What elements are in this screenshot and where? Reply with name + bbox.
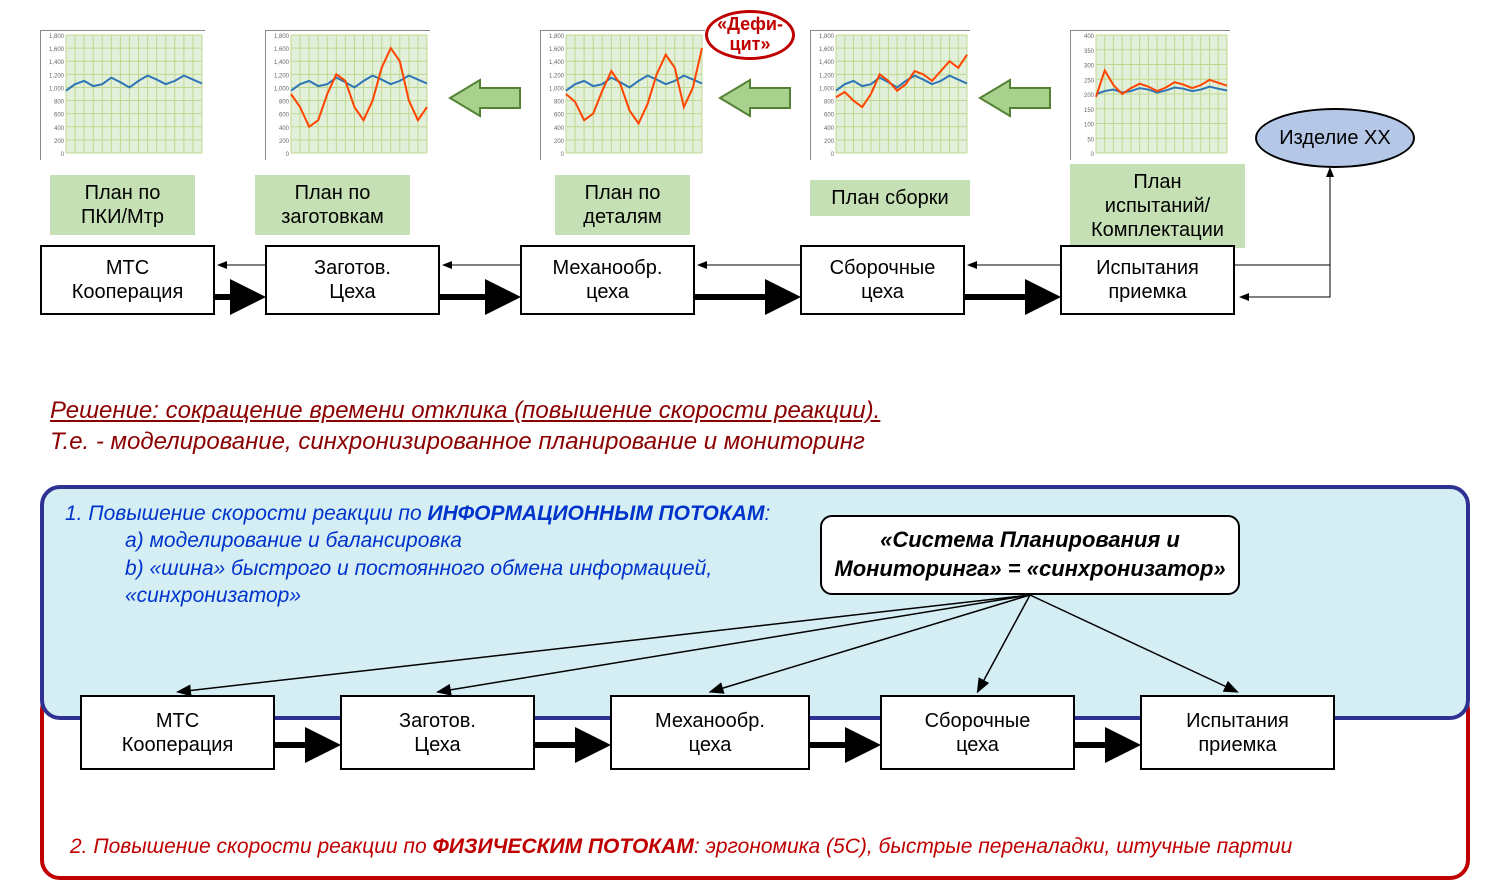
svg-text:400: 400 [554, 126, 565, 132]
svg-text:1,200: 1,200 [274, 73, 290, 79]
red-line-prefix: 2. Повышение скорости реакции по [70, 835, 432, 858]
svg-text:1,600: 1,600 [274, 47, 290, 53]
svg-text:800: 800 [554, 100, 565, 106]
svg-text:400: 400 [824, 126, 835, 132]
blue-title: 1. Повышение скорости реакции по ИНФОРМА… [65, 500, 785, 527]
blue-list: 1. Повышение скорости реакции по ИНФОРМА… [65, 500, 785, 609]
bottom-flow-box-1: Заготов.Цеха [340, 695, 535, 770]
chart-label-0: План поПКИ/Мтр [50, 175, 195, 235]
svg-text:1,800: 1,800 [274, 34, 290, 40]
svg-text:1,600: 1,600 [819, 47, 835, 53]
solution-text: Решение: сокращение времени отклика (пов… [50, 395, 1050, 457]
svg-text:250: 250 [1084, 78, 1095, 84]
solution-line1: Решение: сокращение времени отклика (пов… [50, 397, 880, 424]
svg-text:1,800: 1,800 [49, 34, 65, 40]
top-flow-box-0: МТСКооперация [40, 245, 215, 315]
svg-text:1,000: 1,000 [274, 86, 290, 92]
svg-text:1,000: 1,000 [819, 86, 835, 92]
svg-text:400: 400 [54, 126, 65, 132]
blue-item-0: a) моделирование и балансировка [125, 527, 785, 554]
top-flow-box-4: Испытанияприемка [1060, 245, 1235, 315]
svg-text:1,400: 1,400 [549, 60, 565, 66]
bottom-flow-box-4: Испытанияприемка [1140, 695, 1335, 770]
sync-box: «Система Планирования иМониторинга» = «с… [820, 515, 1240, 595]
svg-text:50: 50 [1087, 137, 1094, 143]
svg-text:150: 150 [1084, 108, 1095, 114]
bottom-flow-box-3: Сборочныецеха [880, 695, 1075, 770]
red-line: 2. Повышение скорости реакции по ФИЗИЧЕС… [70, 835, 1470, 859]
svg-text:1,600: 1,600 [49, 47, 65, 53]
svg-text:200: 200 [1084, 93, 1095, 99]
svg-text:800: 800 [279, 100, 290, 106]
svg-text:200: 200 [54, 139, 65, 145]
svg-text:400: 400 [1084, 34, 1095, 40]
svg-text:300: 300 [1084, 64, 1095, 70]
deficit-badge: «Дефи-цит» [705, 10, 795, 60]
svg-text:600: 600 [279, 113, 290, 119]
top-flow-box-2: Механообр.цеха [520, 245, 695, 315]
red-line-suffix: : эргономика (5С), быстрые переналадки, … [694, 835, 1293, 858]
izdelie-ellipse: Изделие XX [1255, 108, 1415, 168]
svg-text:1,000: 1,000 [549, 86, 565, 92]
svg-text:400: 400 [279, 126, 290, 132]
svg-text:1,200: 1,200 [49, 73, 65, 79]
chart-label-4: Планиспытаний/Комплектации [1070, 164, 1245, 248]
chart-label-1: План позаготовкам [255, 175, 410, 235]
chart-2: 02004006008001,0001,2001,4001,6001,800 [540, 30, 705, 160]
top-flow-box-1: Заготов.Цеха [265, 245, 440, 315]
svg-text:100: 100 [1084, 123, 1095, 129]
svg-text:600: 600 [554, 113, 565, 119]
svg-text:1,800: 1,800 [549, 34, 565, 40]
chart-1: 02004006008001,0001,2001,4001,6001,800 [265, 30, 430, 160]
bottom-flow-box-2: Механообр.цеха [610, 695, 810, 770]
top-flow-box-3: Сборочныецеха [800, 245, 965, 315]
svg-text:600: 600 [54, 113, 65, 119]
svg-text:1,400: 1,400 [49, 60, 65, 66]
chart-label-3: План сборки [810, 180, 970, 216]
svg-text:1,400: 1,400 [819, 60, 835, 66]
solution-line2: Т.е. - моделирование, синхронизированное… [50, 428, 865, 455]
svg-text:1,000: 1,000 [49, 86, 65, 92]
svg-text:200: 200 [824, 139, 835, 145]
chart-3: 02004006008001,0001,2001,4001,6001,800 [810, 30, 970, 160]
chart-4: 050100150200250300350400 [1070, 30, 1230, 160]
blue-item-1: b) «шина» быстрого и постоянного обмена … [125, 555, 785, 610]
svg-text:350: 350 [1084, 49, 1095, 55]
svg-text:200: 200 [554, 139, 565, 145]
bottom-flow-box-0: МТСКооперация [80, 695, 275, 770]
chart-0: 02004006008001,0001,2001,4001,6001,800 [40, 30, 205, 160]
svg-text:1,200: 1,200 [819, 73, 835, 79]
svg-text:1,400: 1,400 [274, 60, 290, 66]
svg-text:200: 200 [279, 139, 290, 145]
svg-text:600: 600 [824, 113, 835, 119]
red-line-bold: ФИЗИЧЕСКИМ ПОТОКАМ [432, 835, 693, 858]
svg-text:800: 800 [54, 100, 65, 106]
svg-text:1,600: 1,600 [549, 47, 565, 53]
svg-text:800: 800 [824, 100, 835, 106]
svg-text:1,200: 1,200 [549, 73, 565, 79]
chart-label-2: План подеталям [555, 175, 690, 235]
svg-text:1,800: 1,800 [819, 34, 835, 40]
